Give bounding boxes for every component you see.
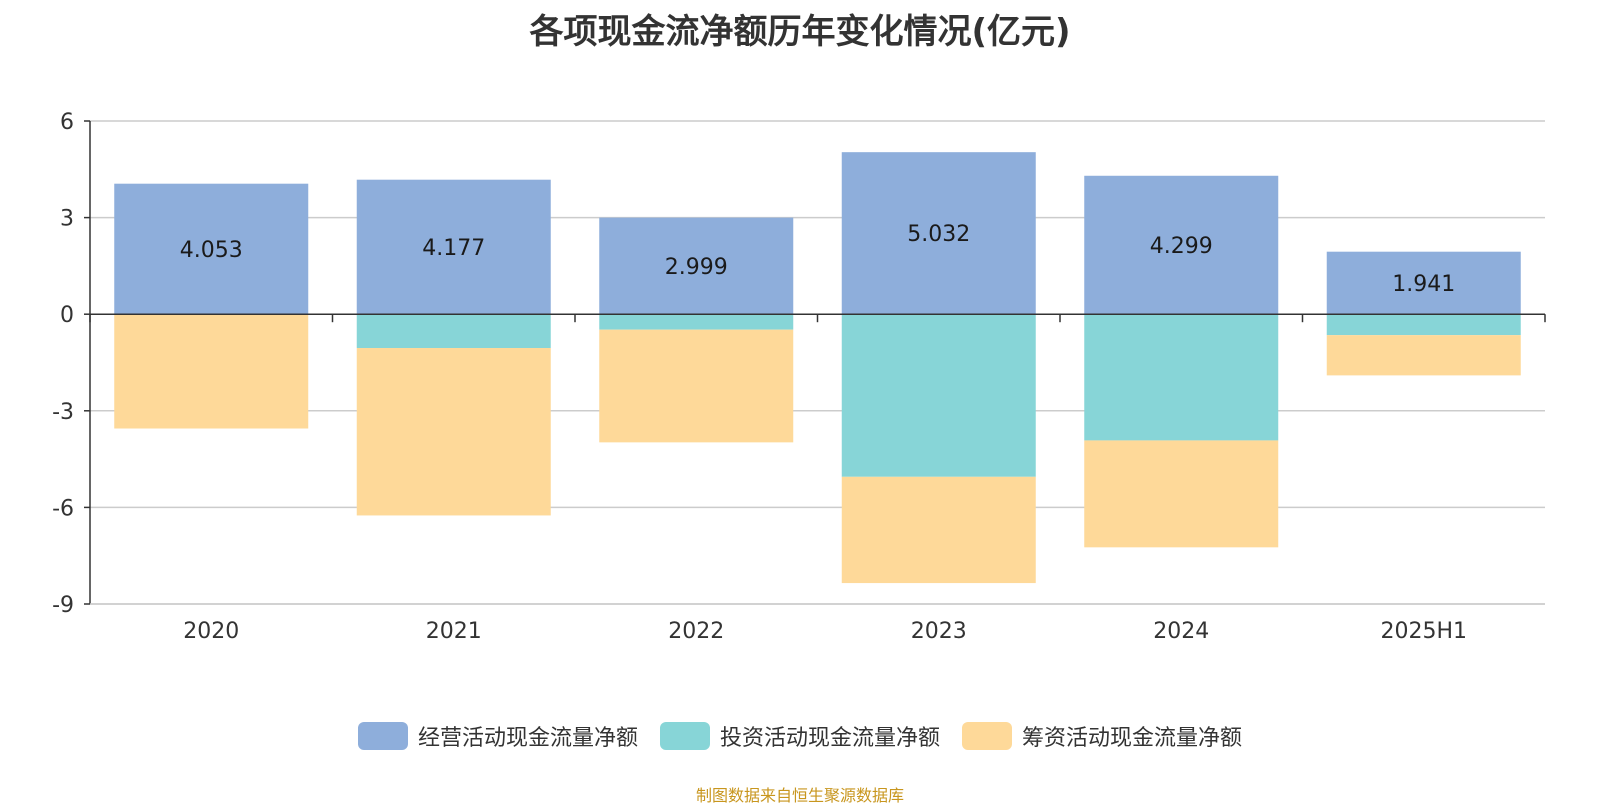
bars bbox=[114, 152, 1521, 584]
bar-value-label: 4.053 bbox=[180, 238, 243, 263]
bar-value-label: 4.177 bbox=[422, 236, 485, 261]
axes: 6 3 0 -3 -6 -9 2020 2021 2022 2023 2024 2025H1 bbox=[52, 110, 1546, 644]
bar-segment bbox=[599, 217, 794, 315]
legend-swatch bbox=[962, 722, 1012, 750]
bar-segment bbox=[841, 152, 1036, 315]
x-tick-label: 2022 bbox=[668, 619, 724, 644]
labels: 4.053 4.177 2.999 5.032 4.299 1.941 bbox=[180, 222, 1455, 297]
grid-lines bbox=[90, 120, 1545, 605]
bar-segment bbox=[114, 183, 309, 315]
legend-swatch bbox=[659, 722, 710, 750]
legend-label: 筹资活动现金流量净额 bbox=[1022, 726, 1243, 751]
legend-label: 投资活动现金流量净额 bbox=[719, 726, 940, 751]
x-tick-label: 2025H1 bbox=[1380, 619, 1467, 644]
chart-title: 各项现金流净额历年变化情况(亿元) bbox=[529, 12, 1071, 52]
bar-segment bbox=[1084, 440, 1279, 548]
legend-swatch bbox=[357, 722, 408, 750]
bar-segment bbox=[1084, 314, 1279, 441]
x-tick-label: 2020 bbox=[183, 619, 239, 644]
legend-label: 经营活动现金流量净额 bbox=[417, 726, 638, 751]
x-tick-label: 2024 bbox=[1153, 619, 1209, 644]
y-tick-label: 3 bbox=[60, 207, 74, 232]
bar-segment bbox=[1326, 335, 1521, 376]
bar-value-label: 4.299 bbox=[1150, 234, 1213, 259]
bar-segment bbox=[1084, 175, 1279, 315]
y-tick-label: -9 bbox=[52, 593, 74, 618]
bar-segment bbox=[356, 348, 551, 516]
bar-segment bbox=[114, 314, 309, 429]
bar-segment bbox=[1326, 251, 1521, 315]
bar-segment bbox=[356, 179, 551, 315]
bar-segment bbox=[599, 329, 794, 443]
legend-item-financing[interactable]: 筹资活动现金流量净额 bbox=[962, 720, 1242, 752]
source-note: 制图数据来自恒生聚源数据库 bbox=[695, 786, 904, 805]
bar-segment bbox=[356, 314, 551, 349]
y-tick-label: 0 bbox=[60, 303, 74, 328]
legend: 经营活动现金流量净额 投资活动现金流量净额 筹资活动现金流量净额 bbox=[0, 720, 1600, 752]
chart-canvas: 6 3 0 -3 -6 -9 2020 2021 2022 2023 2024 2025H1 4.05… bbox=[52, 110, 1546, 644]
bar-segment bbox=[841, 476, 1036, 584]
x-tick-label: 2023 bbox=[911, 619, 967, 644]
bar-value-label: 2.999 bbox=[665, 255, 728, 280]
legend-item-operating[interactable]: 经营活动现金流量净额 bbox=[357, 720, 638, 752]
legend-item-investing[interactable]: 投资活动现金流量净额 bbox=[659, 720, 940, 752]
y-tick-label: -3 bbox=[52, 400, 74, 425]
bar-segment bbox=[599, 314, 794, 330]
bar-segment bbox=[1326, 314, 1521, 336]
y-tick-label: 6 bbox=[60, 110, 74, 135]
x-tick-label: 2021 bbox=[426, 619, 482, 644]
bar-segment bbox=[841, 314, 1036, 477]
bar-value-label: 5.032 bbox=[907, 222, 970, 247]
bar-value-label: 1.941 bbox=[1392, 272, 1455, 297]
y-tick-label: -6 bbox=[52, 496, 74, 521]
